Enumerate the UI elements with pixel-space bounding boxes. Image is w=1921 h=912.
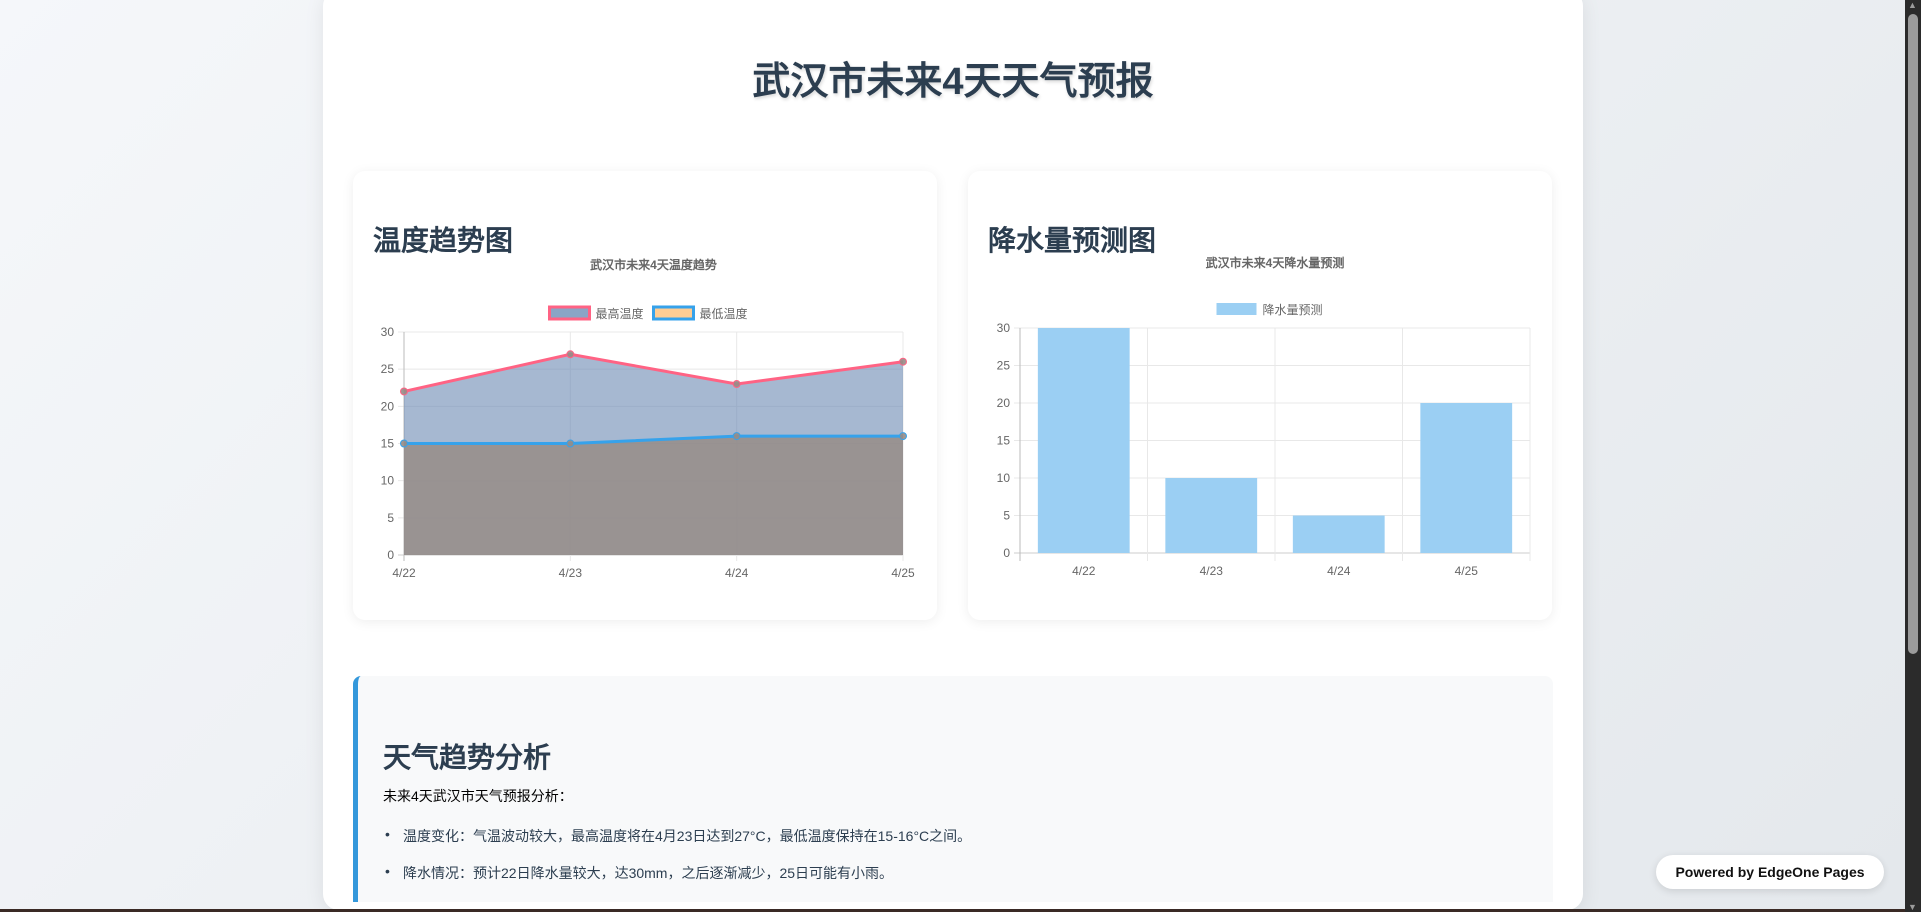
analysis-item: 温度变化：气温波动较大，最高温度将在4月23日达到27°C，最低温度保持在15-… [383,826,971,863]
data-point [732,380,741,389]
bar [1292,515,1385,553]
data-point [400,439,408,448]
legend-swatch [1216,303,1257,315]
y-tick-label: 25 [997,359,1011,373]
y-tick-label: 0 [387,548,394,562]
y-tick-label: 25 [381,362,395,376]
data-point [400,387,408,396]
scroll-down-icon[interactable]: ▼ [1908,902,1917,912]
legend-swatch [652,305,695,321]
chart-title: 武汉市未来4天温度趋势 [590,257,717,272]
y-tick-label: 10 [997,471,1011,485]
bar [1165,478,1258,553]
x-tick-label: 4/23 [1200,564,1224,578]
scroll-up-icon[interactable]: ▲ [1908,0,1917,10]
y-tick-label: 5 [1003,509,1010,523]
data-point [899,432,907,441]
temperature-card-heading: 温度趋势图 [373,225,514,256]
precipitation-card-heading: 降水量预测图 [988,225,1157,256]
scrollbar[interactable]: ▲ ▼ [1905,0,1921,912]
legend-swatch [548,305,591,321]
temperature-card: 温度趋势图 武汉市未来4天温度趋势最高温度 最低温度 0 5 10 15 20 25 30 4/2… [353,171,937,620]
analysis-item: 降水情况：预计22日降水量较大，达30mm，之后逐渐减少，25日可能有小雨。 [383,863,971,900]
x-tick-label: 4/24 [725,566,749,580]
data-point [732,432,741,441]
x-tick-label: 4/25 [891,566,915,580]
legend-label: 最高温度 [596,306,644,321]
main-container: 武汉市未来4天天气预报 温度趋势图 武汉市未来4天温度趋势最高温度 最低温度 0 5 1… [323,0,1583,910]
x-tick-label: 4/24 [1327,564,1351,578]
y-tick-label: 10 [381,474,395,488]
data-point [566,439,575,448]
y-tick-label: 15 [381,437,395,451]
analysis-heading: 天气趋势分析 [383,742,552,773]
bar [1420,403,1513,553]
legend-label: 降水量预测 [1263,303,1323,317]
precipitation-card: 降水量预测图 武汉市未来4天降水量预测降水量预测 0 5 10 15 20 25 30 4/22… [968,171,1552,620]
page-title: 武汉市未来4天天气预报 [752,61,1154,103]
y-tick-label: 15 [997,434,1011,448]
data-point [899,357,907,366]
scrollbar-thumb[interactable] [1908,14,1918,654]
y-tick-label: 20 [381,399,395,413]
y-tick-label: 5 [387,511,394,525]
y-tick-label: 0 [1003,546,1010,560]
analysis-list: 温度变化：气温波动较大，最高温度将在4月23日达到27°C，最低温度保持在15-… [383,826,971,900]
y-tick-label: 20 [997,396,1011,410]
legend-label: 最低温度 [700,306,748,321]
series-line [404,434,903,445]
analysis-section: 天气趋势分析 未来4天武汉市天气预报分析： 温度变化：气温波动较大，最高温度将在… [353,676,1553,902]
x-tick-label: 4/23 [559,566,583,580]
data-point [566,350,575,359]
powered-by-badge[interactable]: Powered by EdgeOne Pages [1656,855,1884,889]
y-tick-label: 30 [381,325,395,339]
x-tick-label: 4/25 [1455,564,1479,578]
chart-title: 武汉市未来4天降水量预测 [1206,255,1345,270]
y-tick-label: 30 [997,321,1011,335]
series-line [403,352,904,393]
taskbar-edge [0,909,1905,912]
x-tick-label: 4/22 [392,566,416,580]
bar [1037,328,1130,553]
area-fill [404,436,903,555]
analysis-intro: 未来4天武汉市天气预报分析： [383,788,573,804]
x-tick-label: 4/22 [1072,564,1096,578]
